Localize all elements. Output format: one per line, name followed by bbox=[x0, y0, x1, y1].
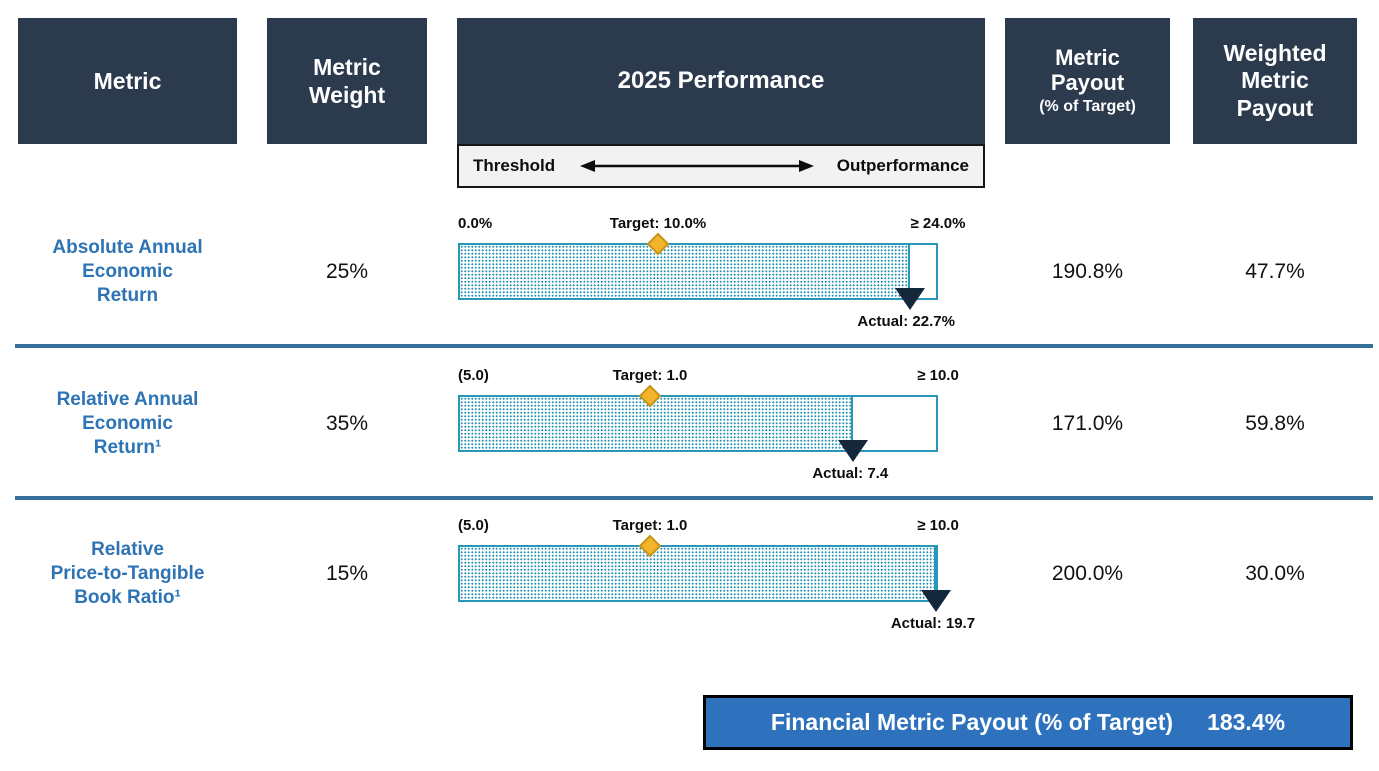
weighted-payout-value: 30.0% bbox=[1245, 562, 1305, 585]
metric-name: Relative Price-to-Tangible Book Ratio¹ bbox=[50, 538, 205, 609]
header-weighted-metric-payout: Weighted Metric Payout bbox=[1193, 18, 1357, 144]
performance-bar bbox=[458, 384, 938, 462]
performance-bar-fill bbox=[460, 547, 936, 600]
summary-label: Financial Metric Payout (% of Target) bbox=[770, 709, 1174, 735]
metric-weight-value: 35% bbox=[325, 412, 369, 435]
row-divider bbox=[15, 344, 1373, 348]
header-metric-weight: Metric Weight bbox=[267, 18, 427, 144]
actual-arrow-icon bbox=[921, 590, 951, 612]
row-divider bbox=[15, 496, 1373, 500]
metric-payout-value: 200.0% bbox=[1051, 562, 1124, 585]
scale-max-label: ≥ 10.0 bbox=[917, 517, 959, 534]
scale-min-label: 0.0% bbox=[458, 215, 493, 232]
metric-name: Relative Annual Economic Return¹ bbox=[56, 388, 199, 459]
performance-bar bbox=[458, 534, 951, 612]
header-metric-payout: Metric Payout (% of Target) bbox=[1005, 18, 1170, 144]
target-label: Target: 1.0 bbox=[612, 517, 688, 534]
actual-label: Actual: 22.7% bbox=[857, 313, 955, 330]
financial-metric-payout-banner: Financial Metric Payout (% of Target) 18… bbox=[703, 695, 1353, 750]
header-2025-performance: 2025 Performance bbox=[457, 18, 985, 144]
performance-bar-fill bbox=[460, 397, 854, 450]
target-label: Target: 1.0 bbox=[612, 367, 688, 384]
header-metric-payout-sub: (% of Target) bbox=[1039, 97, 1136, 115]
scale-min-label: (5.0) bbox=[458, 517, 489, 534]
double-headed-arrow-icon bbox=[579, 160, 814, 172]
actual-label: Actual: 19.7 bbox=[890, 615, 976, 632]
header-metric: Metric bbox=[18, 18, 237, 144]
performance-bullet-chart: (5.0) Target: 1.0 ≥ 10.0 Actual: 19.7 bbox=[458, 513, 975, 653]
weighted-payout-value: 47.7% bbox=[1245, 260, 1305, 283]
metric-weight-value: 25% bbox=[325, 260, 369, 283]
metric-weight-value: 15% bbox=[325, 562, 369, 585]
outperformance-label: Outperformance bbox=[836, 156, 969, 175]
actual-label: Actual: 7.4 bbox=[812, 465, 889, 482]
metric-payout-value: 171.0% bbox=[1051, 412, 1124, 435]
scale-max-label: ≥ 24.0% bbox=[910, 215, 966, 232]
performance-bullet-chart: (5.0) Target: 1.0 ≥ 10.0 Actual: 7.4 bbox=[458, 363, 959, 503]
performance-bullet-chart: 0.0% Target: 10.0% ≥ 24.0% Actual: 22.7% bbox=[458, 211, 965, 351]
performance-bar bbox=[458, 232, 938, 310]
metric-row-relative-price-to-tangible-book-ratio: Relative Price-to-Tangible Book Ratio¹ 1… bbox=[0, 513, 1379, 658]
threshold-label: Threshold bbox=[473, 156, 556, 175]
weighted-payout-value: 59.8% bbox=[1245, 412, 1305, 435]
summary-value: 183.4% bbox=[1207, 709, 1286, 735]
scale-max-label: ≥ 10.0 bbox=[917, 367, 959, 384]
scale-min-label: (5.0) bbox=[458, 367, 489, 384]
actual-arrow-icon bbox=[838, 440, 869, 462]
header-metric-payout-main: Metric Payout bbox=[1050, 45, 1125, 96]
metric-row-absolute-annual-economic-return: Absolute Annual Economic Return 25% 0.0%… bbox=[0, 211, 1379, 356]
performance-bar-fill bbox=[460, 245, 911, 298]
metric-payout-value: 190.8% bbox=[1051, 260, 1124, 283]
target-label: Target: 10.0% bbox=[609, 215, 707, 232]
metric-row-relative-annual-economic-return: Relative Annual Economic Return¹ 35% (5.… bbox=[0, 363, 1379, 508]
scale-strip: Threshold Outperformance bbox=[457, 144, 985, 188]
metric-name: Absolute Annual Economic Return bbox=[52, 236, 203, 307]
actual-arrow-icon bbox=[895, 288, 926, 310]
